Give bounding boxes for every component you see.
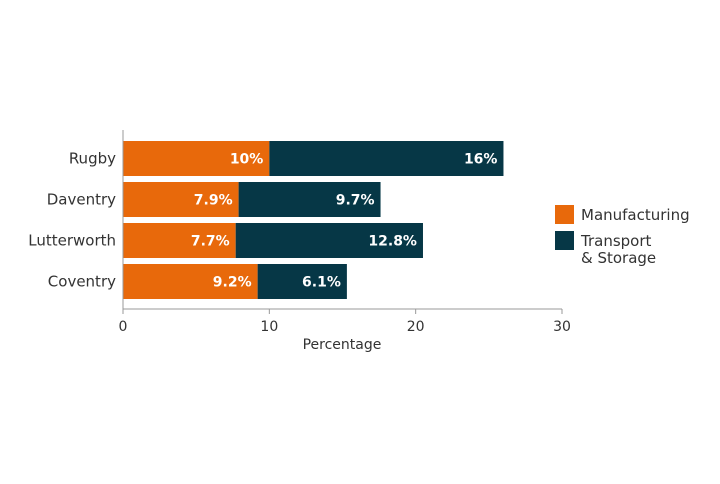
axes-layer: Rugby Daventry Lutterworth Coventry 0 10 20 30 <box>28 130 571 335</box>
category-label: Rugby <box>69 150 116 168</box>
bar-rugby-series-1 <box>123 141 270 176</box>
legend-label-line: & Storage <box>581 249 656 267</box>
bar-coventry-series-1 <box>123 264 258 299</box>
data-label: 6.1% <box>302 275 341 291</box>
legend-label-1: Manufacturing <box>581 206 690 224</box>
data-label: 7.7% <box>191 234 230 250</box>
legend-label-line: Transport <box>580 232 652 250</box>
bar-daventry-series-1 <box>123 182 239 217</box>
bar-lutterworth-series-1 <box>123 223 236 258</box>
category-label: Lutterworth <box>28 232 116 250</box>
legend-swatch-2 <box>555 231 574 250</box>
data-label: 10% <box>230 152 264 168</box>
bar-lutterworth-series-2 <box>235 223 423 258</box>
x-tick-label: 30 <box>553 319 571 335</box>
bar-rugby-series-2 <box>269 141 504 176</box>
x-tick-label: 20 <box>407 319 425 335</box>
data-label: 16% <box>464 152 498 168</box>
data-label: 12.8% <box>368 234 417 250</box>
legend-label-2: Transport & Storage <box>580 232 656 267</box>
data-label: 7.9% <box>194 193 233 209</box>
x-axis-title: Percentage <box>303 337 382 353</box>
data-label: 9.7% <box>336 193 375 209</box>
data-label: 9.2% <box>213 275 252 291</box>
bars-layer: 10% 16% 7.9% 9.7% 7.7% 12.8% 9.2% 6.1% <box>123 141 504 299</box>
bar-coventry-series-2 <box>257 264 347 299</box>
legend-swatch-1 <box>555 205 574 224</box>
legend-label-line: Manufacturing <box>581 206 690 224</box>
bar-daventry-series-2 <box>238 182 381 217</box>
category-label: Daventry <box>47 191 116 209</box>
category-label: Coventry <box>48 273 116 291</box>
legend: Manufacturing Transport & Storage <box>555 205 690 267</box>
x-tick-label: 0 <box>119 319 128 335</box>
x-tick-label: 10 <box>260 319 278 335</box>
